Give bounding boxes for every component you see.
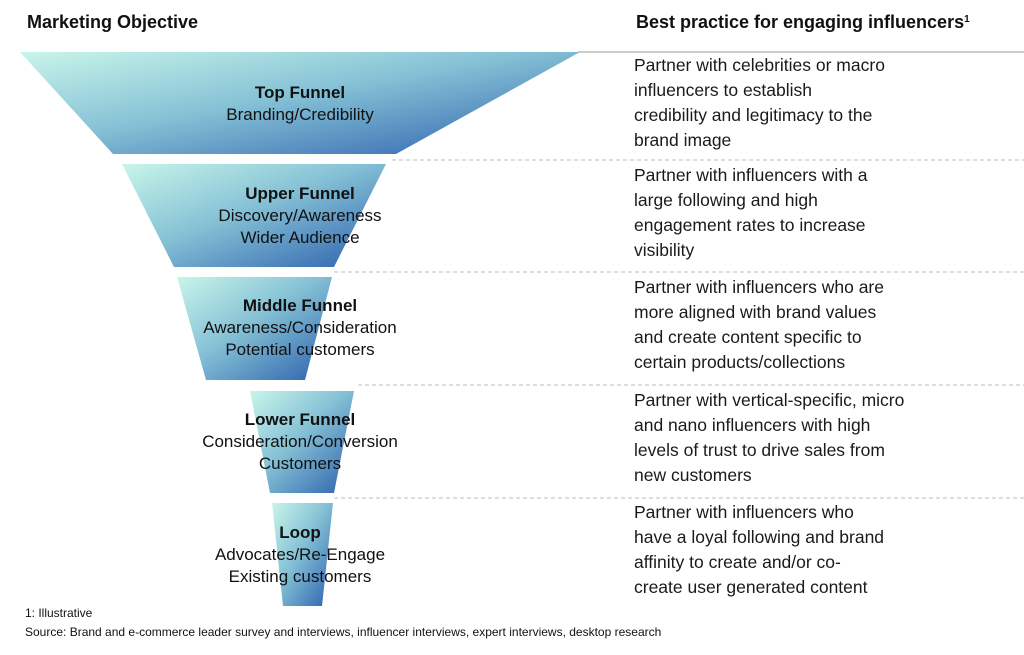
stage-subtitle: Advocates/Re-Engage [214, 545, 386, 564]
stage-subtitle: Discovery/Awareness [218, 206, 382, 225]
stage-subtitle: Awareness/Consideration [203, 318, 397, 337]
practice-line: Partner with influencers with a [634, 165, 868, 185]
stage-subtitle: Existing customers [228, 567, 372, 586]
practice-line: Partner with influencers who are [634, 277, 884, 297]
practice-line: brand image [634, 130, 732, 150]
practice-line: and nano influencers with high [634, 415, 871, 435]
stage-label-upper: Upper Funnel Discovery/Awareness Wider A… [100, 183, 500, 249]
practice-top: Partner with celebrities or macro influe… [634, 53, 885, 153]
funnel-segment-middle [177, 277, 332, 380]
practice-line: have a loyal following and brand [634, 527, 885, 547]
stage-subtitle: Wider Audience [240, 228, 360, 247]
practice-line: engagement rates to increase [634, 215, 866, 235]
objective-header: Marketing Objective [27, 12, 199, 32]
footnote: 1: Illustrative [25, 606, 93, 620]
source-note: Source: Brand and e-commerce leader surv… [25, 625, 662, 639]
stage-label-loop: Loop Advocates/Re-Engage Existing custom… [100, 522, 500, 588]
practice-line: certain products/collections [634, 352, 846, 372]
practice-header-text: Best practice for engaging influencers [636, 12, 965, 32]
practice-line: create user generated content [634, 577, 868, 597]
stage-subtitle: Consideration/Conversion [202, 432, 398, 451]
funnel-segment-upper [122, 164, 386, 267]
practice-upper: Partner with influencers with a large fo… [634, 163, 867, 263]
practice-line: visibility [634, 240, 695, 260]
funnel-segment-top [20, 52, 580, 154]
stage-title: Upper Funnel [245, 184, 355, 203]
stage-label-middle: Middle Funnel Awareness/Consideration Po… [100, 295, 500, 361]
practice-middle: Partner with influencers who are more al… [634, 275, 884, 375]
practice-line: new customers [634, 465, 752, 485]
funnel-segment-lower [250, 391, 354, 493]
practice-lower: Partner with vertical-specific, micro an… [634, 388, 904, 488]
practice-line: affinity to create and/or co- [634, 552, 841, 572]
practice-line: Partner with celebrities or macro [634, 55, 885, 75]
stage-title: Middle Funnel [242, 296, 358, 315]
practice-line: more aligned with brand values [634, 302, 877, 322]
practice-loop: Partner with influencers who have a loya… [634, 500, 884, 600]
practice-line: levels of trust to drive sales from [634, 440, 885, 460]
practice-header: Best practice for engaging influencers1 [636, 12, 970, 33]
stage-title: Lower Funnel [244, 410, 356, 429]
practice-line: influencers to establish [634, 80, 813, 100]
stage-label-top: Top Funnel Branding/Credibility [100, 82, 500, 126]
practice-line: credibility and legitimacy to the [634, 105, 873, 125]
stage-subtitle: Potential customers [225, 340, 375, 359]
stage-title: Loop [279, 523, 321, 542]
stage-subtitle: Branding/Credibility [226, 105, 374, 124]
funnel-segment-loop [272, 503, 333, 606]
footnote-mark: 1 [964, 14, 970, 25]
stage-subtitle: Customers [258, 454, 342, 473]
practice-line: Partner with vertical-specific, micro [634, 390, 905, 410]
practice-line: and create content specific to [634, 327, 862, 347]
practice-line: Partner with influencers who [634, 502, 854, 522]
stage-title: Top Funnel [254, 83, 346, 102]
practice-line: large following and high [634, 190, 818, 210]
stage-label-lower: Lower Funnel Consideration/Conversion Cu… [100, 409, 500, 475]
